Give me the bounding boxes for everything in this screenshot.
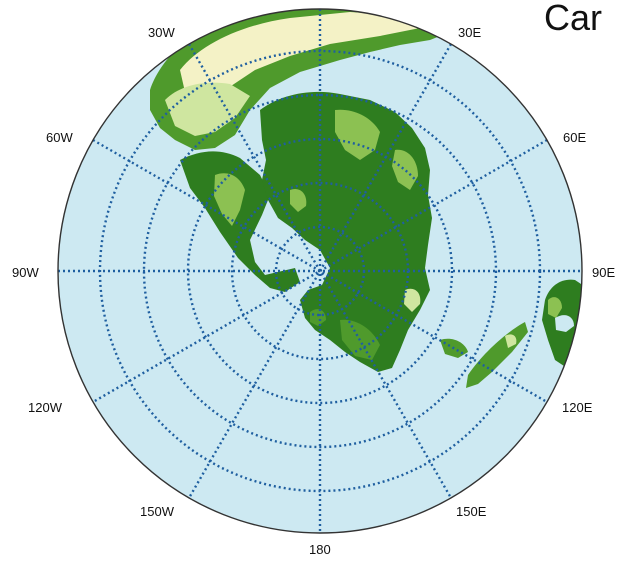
label-180: 180	[309, 542, 331, 557]
landmass-peninsula	[180, 151, 300, 292]
landmass-main-light-5	[290, 188, 307, 212]
landmass-main-light-4	[404, 288, 421, 312]
meridian-30w-150e	[187, 43, 453, 499]
landmass-top-mid	[165, 82, 250, 136]
landmass-right-water	[555, 315, 574, 332]
map-title: Car	[544, 0, 602, 38]
landmass-main	[260, 91, 432, 373]
landmass-top-highland	[180, 12, 420, 100]
label-120w: 120W	[28, 400, 63, 415]
landmass-peninsula-light	[214, 173, 245, 226]
map-border	[57, 8, 583, 534]
longitude-labels: 30W 30E 60W 60E 90W 90E 120W 120E 150W 1…	[12, 25, 615, 557]
label-150w: 150W	[140, 504, 175, 519]
label-60w: 60W	[46, 130, 73, 145]
label-30e: 30E	[458, 25, 481, 40]
meridian-60e-120w	[92, 138, 548, 404]
meridian-30e-150w	[187, 43, 453, 499]
label-60e: 60E	[563, 130, 586, 145]
graticule	[58, 9, 582, 533]
island-2-light	[505, 334, 517, 348]
label-120e: 120E	[562, 400, 593, 415]
label-30w: 30W	[148, 25, 175, 40]
meridian-60w-120e	[92, 138, 548, 404]
landmass-main-light-2	[392, 149, 418, 190]
label-150e: 150E	[456, 504, 487, 519]
label-90w: 90W	[12, 265, 39, 280]
latitude-ring-4	[142, 93, 498, 449]
landmass-right-light	[548, 297, 562, 318]
label-90e: 90E	[592, 265, 615, 280]
